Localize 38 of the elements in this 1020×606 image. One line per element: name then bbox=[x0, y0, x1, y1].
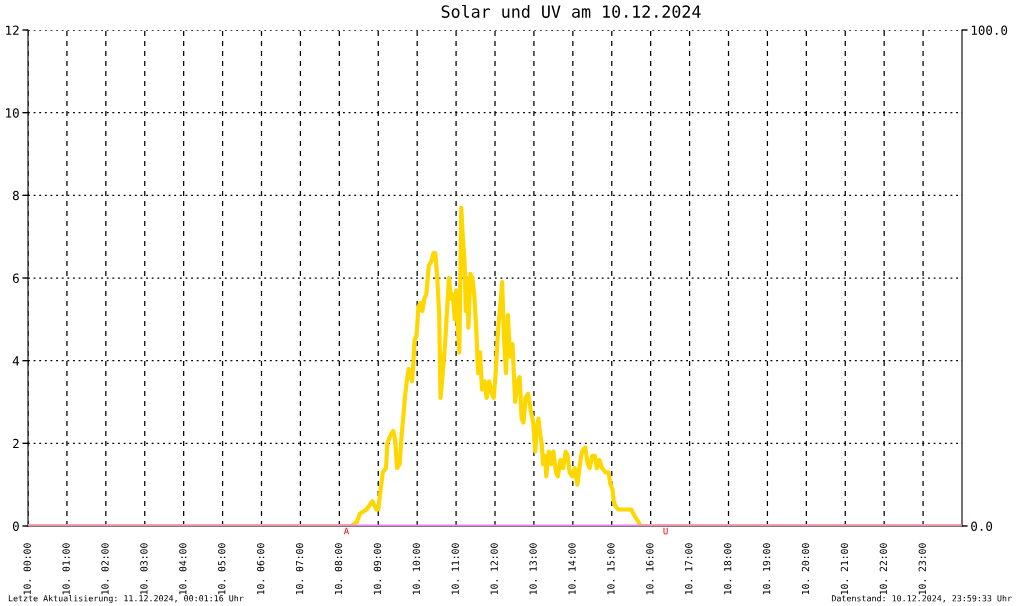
x-tick-label: 10. 23:00 bbox=[918, 543, 926, 595]
x-tick-label: 10. 21:00 bbox=[840, 543, 849, 595]
y-tick-label: 10 bbox=[6, 108, 19, 118]
x-tick-label: 10. 13:00 bbox=[529, 543, 537, 595]
y-tick-label: 2 bbox=[13, 438, 19, 449]
text: Letzte Aktualisierung: 11.12.2024, 00:01:16 Uhr bbox=[8, 594, 244, 604]
y-tick-label: 6 bbox=[12, 273, 19, 283]
chart-title: Solar und UV am 10.12.2024 bbox=[441, 4, 701, 18]
y-tick-label: 12 bbox=[6, 25, 19, 35]
x-tick-label: 10. 06:00 bbox=[256, 543, 265, 595]
y-tick-label: 4 bbox=[12, 356, 20, 366]
x-tick-label: 10. 12:00 bbox=[490, 543, 498, 595]
x-tick-label: 10. 00:00 bbox=[23, 543, 31, 595]
x-tick-label: 10. 07:00 bbox=[295, 543, 304, 595]
annotation: A bbox=[343, 527, 350, 535]
x-tick-label: 10. 18:00 bbox=[723, 543, 732, 595]
y2-tick-label: 100.0 bbox=[971, 25, 1008, 35]
x-tick-label: 10. 19:00 bbox=[762, 543, 771, 595]
x-tick-label: 10. 01:00 bbox=[62, 543, 70, 595]
y2-tick-label: 0.0 bbox=[971, 521, 993, 531]
x-tick-label: 10. 09:00 bbox=[373, 543, 382, 595]
x-tick-label: 10. 20:00 bbox=[801, 543, 810, 595]
y-tick-label: 0 bbox=[12, 521, 19, 531]
annotation: U bbox=[663, 527, 668, 535]
x-tick-label: 10. 02:00 bbox=[101, 543, 109, 595]
x-tick-label: 10. 17:00 bbox=[685, 543, 693, 595]
x-tick-label: 10. 05:00 bbox=[218, 543, 226, 595]
x-tick-label: 10. 14:00 bbox=[568, 543, 576, 595]
x-tick-label: 10. 16:00 bbox=[646, 543, 654, 595]
x-tick-label: 10. 22:00 bbox=[879, 543, 888, 595]
y-tick-label: 8 bbox=[12, 190, 19, 201]
x-tick-label: 10. 11:00 bbox=[451, 543, 459, 595]
x-tick-label: 10. 03:00 bbox=[140, 543, 148, 595]
x-tick-label: 10. 04:00 bbox=[179, 543, 187, 595]
x-tick-label: 10. 15:00 bbox=[607, 543, 615, 595]
text: Datenstand: 10.12.2024, 23:59:33 Uhr bbox=[831, 594, 1012, 603]
x-tick-label: 10. 10:00 bbox=[412, 543, 421, 595]
x-tick-label: 10. 08:00 bbox=[334, 543, 343, 595]
